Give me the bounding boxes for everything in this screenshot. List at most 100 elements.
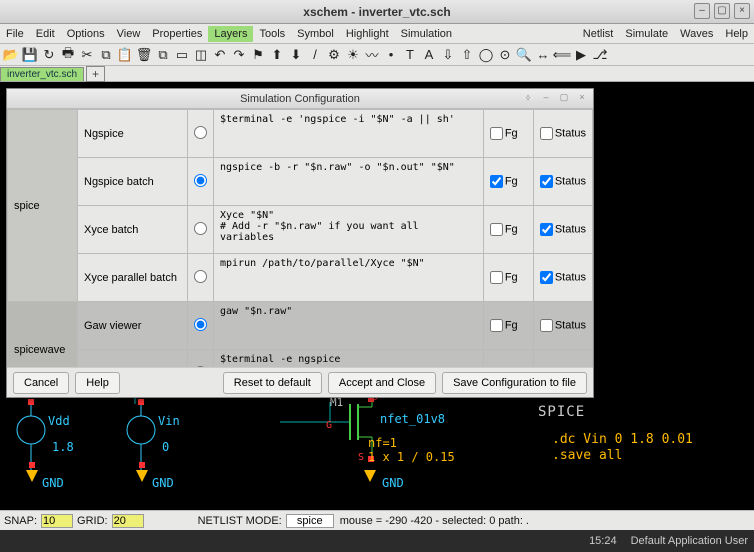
dot-icon[interactable]: • — [382, 46, 400, 64]
sim-row: Ngpice Viewer$terminal -e ngspiceFgStatu… — [8, 350, 593, 368]
box-icon[interactable]: ◫ — [192, 46, 210, 64]
m1-type: nfet_01v8 — [380, 412, 445, 426]
wave-icon[interactable]: 〰 — [363, 46, 381, 64]
text-icon[interactable]: A — [420, 46, 438, 64]
cut-icon[interactable]: ✂ — [78, 46, 96, 64]
dialog-close-icon[interactable]: × — [575, 91, 589, 105]
sim-select-radio[interactable] — [194, 174, 207, 187]
copy-icon[interactable]: ⧉ — [97, 46, 115, 64]
fg-checkbox[interactable] — [490, 175, 503, 188]
sun-icon[interactable]: ☀ — [344, 46, 362, 64]
hier-up-icon[interactable]: ⇧ — [458, 46, 476, 64]
vdd-val: 1.8 — [52, 440, 74, 454]
grid-input[interactable] — [112, 514, 144, 528]
menu-help[interactable]: Help — [719, 26, 754, 42]
tab-add-button[interactable]: + — [86, 66, 105, 82]
sim-command-input[interactable]: mpirun /path/to/parallel/Xyce "$N" — [220, 258, 477, 294]
run-icon[interactable]: ▶ — [572, 46, 590, 64]
status-checkbox[interactable] — [540, 175, 553, 188]
measure-icon[interactable]: ↔ — [534, 46, 552, 64]
save-config-button[interactable]: Save Configuration to file — [442, 372, 587, 394]
cancel-button[interactable]: Cancel — [13, 372, 69, 394]
simulation-config-dialog: Simulation Configuration ⬨ – ▢ × spiceNg… — [6, 88, 594, 398]
dialog-minimize-icon[interactable]: – — [539, 91, 553, 105]
menu-netlist[interactable]: Netlist — [577, 26, 620, 42]
menu-symbol[interactable]: Symbol — [291, 26, 340, 42]
paste-icon[interactable]: 📋 — [116, 46, 134, 64]
status-checkbox[interactable] — [540, 271, 553, 284]
print-icon[interactable]: 🖶 — [59, 46, 77, 64]
line-icon[interactable]: / — [306, 46, 324, 64]
sim-command-input[interactable]: $terminal -e 'ngspice -i "$N" -a || sh' — [220, 114, 477, 150]
fg-checkbox[interactable] — [490, 319, 503, 332]
menu-tools[interactable]: Tools — [253, 26, 291, 42]
netlist-mode-input[interactable] — [286, 514, 334, 528]
sim-command-input[interactable]: ngspice -b -r "$n.raw" -o "$n.out" "$N" — [220, 162, 477, 198]
vin-label: Vin — [158, 414, 180, 428]
menu-simulation[interactable]: Simulation — [395, 26, 458, 42]
menu-view[interactable]: View — [111, 26, 147, 42]
status-checkbox[interactable] — [540, 127, 553, 140]
menubar: FileEditOptionsViewPropertiesLayersTools… — [0, 24, 754, 44]
sim-select-radio[interactable] — [194, 270, 207, 283]
route-icon[interactable]: ⎇ — [591, 46, 609, 64]
help-button[interactable]: Help — [75, 372, 120, 394]
menu-highlight[interactable]: Highlight — [340, 26, 395, 42]
window-close-icon[interactable]: × — [734, 3, 750, 19]
clock: 15:24 — [589, 535, 617, 547]
status-bar: SNAP: GRID: NETLIST MODE: mouse = -290 -… — [0, 510, 754, 530]
sim-name: Gaw viewer — [78, 302, 188, 350]
t-icon[interactable]: T — [401, 46, 419, 64]
menu-waves[interactable]: Waves — [674, 26, 719, 42]
circle-icon[interactable]: ◯ — [477, 46, 495, 64]
window-maximize-icon[interactable]: ▢ — [714, 3, 730, 19]
snap-input[interactable] — [41, 514, 73, 528]
menu-options[interactable]: Options — [61, 26, 111, 42]
dialog-maximize-icon[interactable]: ▢ — [557, 91, 571, 105]
spice-line1: .dc Vin 0 1.8 0.01 — [552, 432, 693, 447]
search-icon[interactable]: 🔍 — [515, 46, 533, 64]
menu-simulate[interactable]: Simulate — [619, 26, 674, 42]
hier-down-icon[interactable]: ⇩ — [439, 46, 457, 64]
delete-icon[interactable]: 🗑 — [135, 46, 153, 64]
sim-row: Xyce parallel batchmpirun /path/to/paral… — [8, 254, 593, 302]
fg-checkbox[interactable] — [490, 223, 503, 236]
fg-checkbox[interactable] — [490, 271, 503, 284]
dialog-pin-icon[interactable]: ⬨ — [521, 91, 535, 105]
redo-icon[interactable]: ↷ — [230, 46, 248, 64]
flag-icon[interactable]: ⚑ — [249, 46, 267, 64]
tab-active[interactable]: inverter_vtc.sch — [0, 67, 84, 81]
status-checkbox[interactable] — [540, 223, 553, 236]
sim-select-radio[interactable] — [194, 222, 207, 235]
m1-nf: nf=1 — [368, 436, 397, 450]
sim-name: Ngpice Viewer — [78, 350, 188, 368]
instance-icon[interactable]: ▭ — [173, 46, 191, 64]
window-minimize-icon[interactable]: – — [694, 3, 710, 19]
reload-icon[interactable]: ↻ — [40, 46, 58, 64]
status-checkbox[interactable] — [540, 319, 553, 332]
sim-name: Ngspice batch — [78, 158, 188, 206]
menu-properties[interactable]: Properties — [146, 26, 208, 42]
sim-command-input[interactable]: Xyce "$N" # Add -r "$n.raw" if you want … — [220, 210, 477, 246]
sim-command-input[interactable]: gaw "$n.raw" — [220, 306, 477, 342]
os-user: Default Application User — [631, 535, 748, 547]
accept-button[interactable]: Accept and Close — [328, 372, 436, 394]
copy2-icon[interactable]: ⧉ — [154, 46, 172, 64]
reset-button[interactable]: Reset to default — [223, 372, 322, 394]
bullet-icon[interactable]: ⊙ — [496, 46, 514, 64]
back-icon[interactable]: ⟸ — [553, 46, 571, 64]
sim-select-radio[interactable] — [194, 126, 207, 139]
save-icon[interactable]: 💾 — [21, 46, 39, 64]
sim-category: spice — [8, 110, 78, 302]
up-icon[interactable]: ⬆ — [268, 46, 286, 64]
sim-command-input[interactable]: $terminal -e ngspice — [220, 354, 477, 367]
sim-select-radio[interactable] — [194, 318, 207, 331]
settings-icon[interactable]: ⚙ — [325, 46, 343, 64]
down-icon[interactable]: ⬇ — [287, 46, 305, 64]
undo-icon[interactable]: ↶ — [211, 46, 229, 64]
menu-edit[interactable]: Edit — [30, 26, 61, 42]
open-icon[interactable]: 📂 — [2, 46, 20, 64]
fg-checkbox[interactable] — [490, 127, 503, 140]
menu-layers[interactable]: Layers — [208, 26, 253, 42]
menu-file[interactable]: File — [0, 26, 30, 42]
